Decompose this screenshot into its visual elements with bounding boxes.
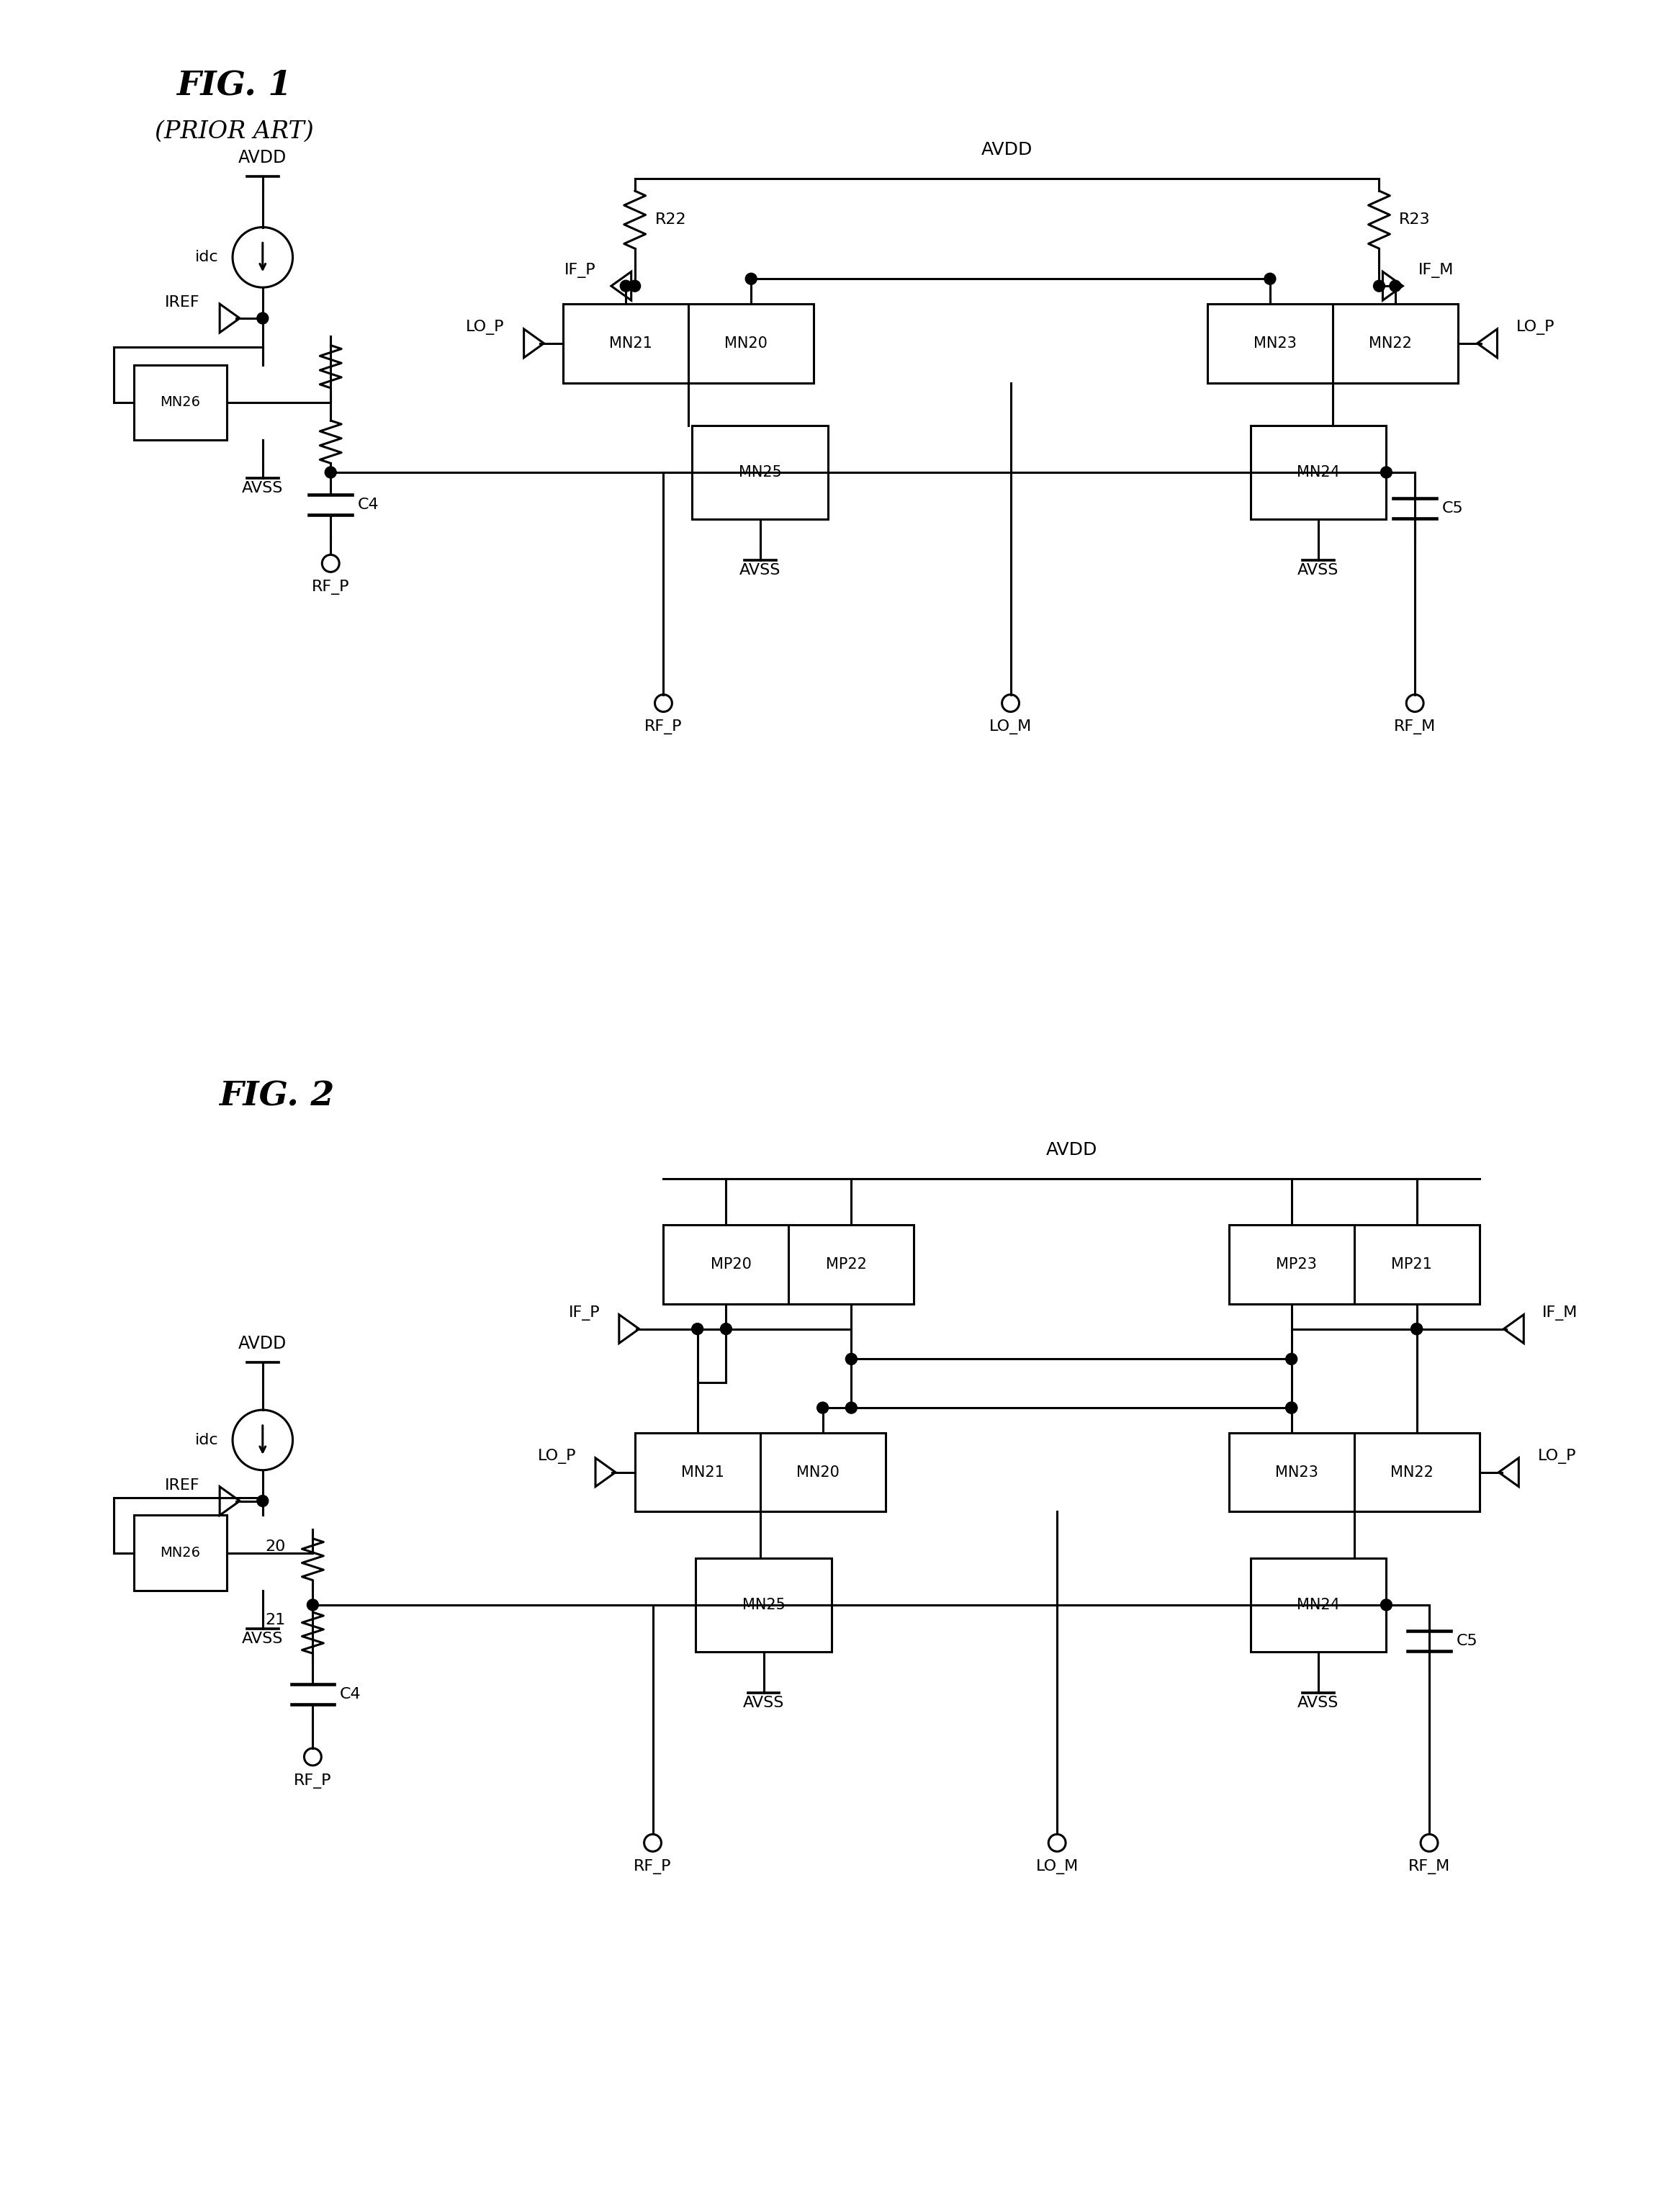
Text: MN22: MN22: [1369, 336, 1411, 349]
Text: MN25: MN25: [742, 1597, 785, 1613]
Circle shape: [256, 312, 268, 323]
Circle shape: [745, 272, 757, 285]
Text: idc: idc: [194, 1433, 218, 1447]
Circle shape: [1411, 1323, 1423, 1334]
Circle shape: [845, 1402, 857, 1413]
Text: MP21: MP21: [1391, 1256, 1433, 1272]
Text: MN24: MN24: [1297, 1597, 1339, 1613]
Text: MN21: MN21: [681, 1464, 723, 1480]
Text: AVDD: AVDD: [238, 148, 286, 166]
Text: C4: C4: [358, 498, 380, 511]
Bar: [134, 365, 228, 440]
Text: AVSS: AVSS: [1297, 1697, 1339, 1710]
Text: RF_P: RF_P: [634, 1860, 671, 1874]
Text: MN26: MN26: [161, 396, 201, 409]
Text: LO_P: LO_P: [1538, 1449, 1577, 1464]
Text: RF_P: RF_P: [311, 580, 350, 595]
Text: AVSS: AVSS: [1297, 564, 1339, 577]
Circle shape: [256, 1495, 268, 1506]
Text: FIG. 1: FIG. 1: [176, 69, 291, 102]
Circle shape: [1264, 272, 1276, 285]
Text: IF_P: IF_P: [569, 1305, 601, 1321]
Text: idc: idc: [194, 250, 218, 265]
Text: MN23: MN23: [1276, 1464, 1317, 1480]
Text: LO_P: LO_P: [1517, 321, 1555, 336]
Text: IREF: IREF: [164, 294, 199, 310]
Text: MN22: MN22: [1389, 1464, 1433, 1480]
Text: 20: 20: [264, 1540, 286, 1553]
Text: AVDD: AVDD: [238, 1336, 286, 1352]
Text: IF_P: IF_P: [564, 263, 596, 279]
Bar: [634, 1433, 886, 1511]
Bar: [1207, 303, 1458, 383]
Circle shape: [306, 1599, 318, 1610]
Text: AVSS: AVSS: [243, 1632, 283, 1646]
Text: R23: R23: [1399, 212, 1431, 228]
Text: MN25: MN25: [738, 465, 782, 480]
Text: LO_M: LO_M: [989, 719, 1031, 734]
Text: 21: 21: [264, 1613, 286, 1628]
Text: (PRIOR ART): (PRIOR ART): [154, 119, 313, 144]
Text: R22: R22: [655, 212, 686, 228]
Text: RF_P: RF_P: [295, 1774, 331, 1790]
Text: MN20: MN20: [797, 1464, 839, 1480]
Text: IF_M: IF_M: [1542, 1305, 1579, 1321]
Circle shape: [1411, 1323, 1423, 1334]
Circle shape: [720, 1323, 732, 1334]
Circle shape: [1381, 467, 1393, 478]
Text: AVSS: AVSS: [740, 564, 780, 577]
Text: C5: C5: [1456, 1632, 1478, 1648]
Circle shape: [691, 1323, 703, 1334]
Text: LO_P: LO_P: [537, 1449, 576, 1464]
Text: AVSS: AVSS: [743, 1697, 785, 1710]
Circle shape: [325, 467, 336, 478]
Bar: [134, 1515, 228, 1590]
Text: LO_P: LO_P: [465, 321, 504, 336]
Text: RF_M: RF_M: [1408, 1860, 1450, 1874]
Circle shape: [619, 281, 631, 292]
Bar: [1250, 425, 1386, 520]
Text: MN23: MN23: [1254, 336, 1297, 349]
Bar: [691, 425, 829, 520]
Circle shape: [1286, 1354, 1297, 1365]
Text: AVSS: AVSS: [243, 480, 283, 495]
Text: RF_P: RF_P: [644, 719, 683, 734]
Bar: [1229, 1433, 1480, 1511]
Bar: [562, 303, 814, 383]
Circle shape: [629, 281, 641, 292]
Bar: [696, 1557, 832, 1652]
Text: LO_M: LO_M: [1036, 1860, 1078, 1874]
Circle shape: [1381, 1599, 1393, 1610]
Circle shape: [1373, 281, 1384, 292]
Text: MP22: MP22: [825, 1256, 867, 1272]
Text: MN24: MN24: [1297, 465, 1339, 480]
Text: MP23: MP23: [1276, 1256, 1317, 1272]
Text: RF_M: RF_M: [1394, 719, 1436, 734]
Bar: [663, 1225, 914, 1303]
Text: AVDD: AVDD: [981, 142, 1033, 159]
Text: FIG. 2: FIG. 2: [219, 1079, 335, 1113]
Text: MP20: MP20: [710, 1256, 752, 1272]
Text: C5: C5: [1441, 500, 1463, 515]
Bar: [1229, 1225, 1480, 1303]
Text: MN21: MN21: [609, 336, 653, 349]
Text: IF_M: IF_M: [1418, 263, 1455, 279]
Text: MN26: MN26: [161, 1546, 201, 1559]
Text: AVDD: AVDD: [1046, 1141, 1096, 1159]
Circle shape: [1389, 281, 1401, 292]
Text: MN20: MN20: [725, 336, 768, 349]
Circle shape: [1286, 1402, 1297, 1413]
Text: C4: C4: [340, 1688, 362, 1701]
Circle shape: [1286, 1402, 1297, 1413]
Circle shape: [817, 1402, 829, 1413]
Circle shape: [845, 1354, 857, 1365]
Bar: [1250, 1557, 1386, 1652]
Text: IREF: IREF: [164, 1478, 199, 1493]
